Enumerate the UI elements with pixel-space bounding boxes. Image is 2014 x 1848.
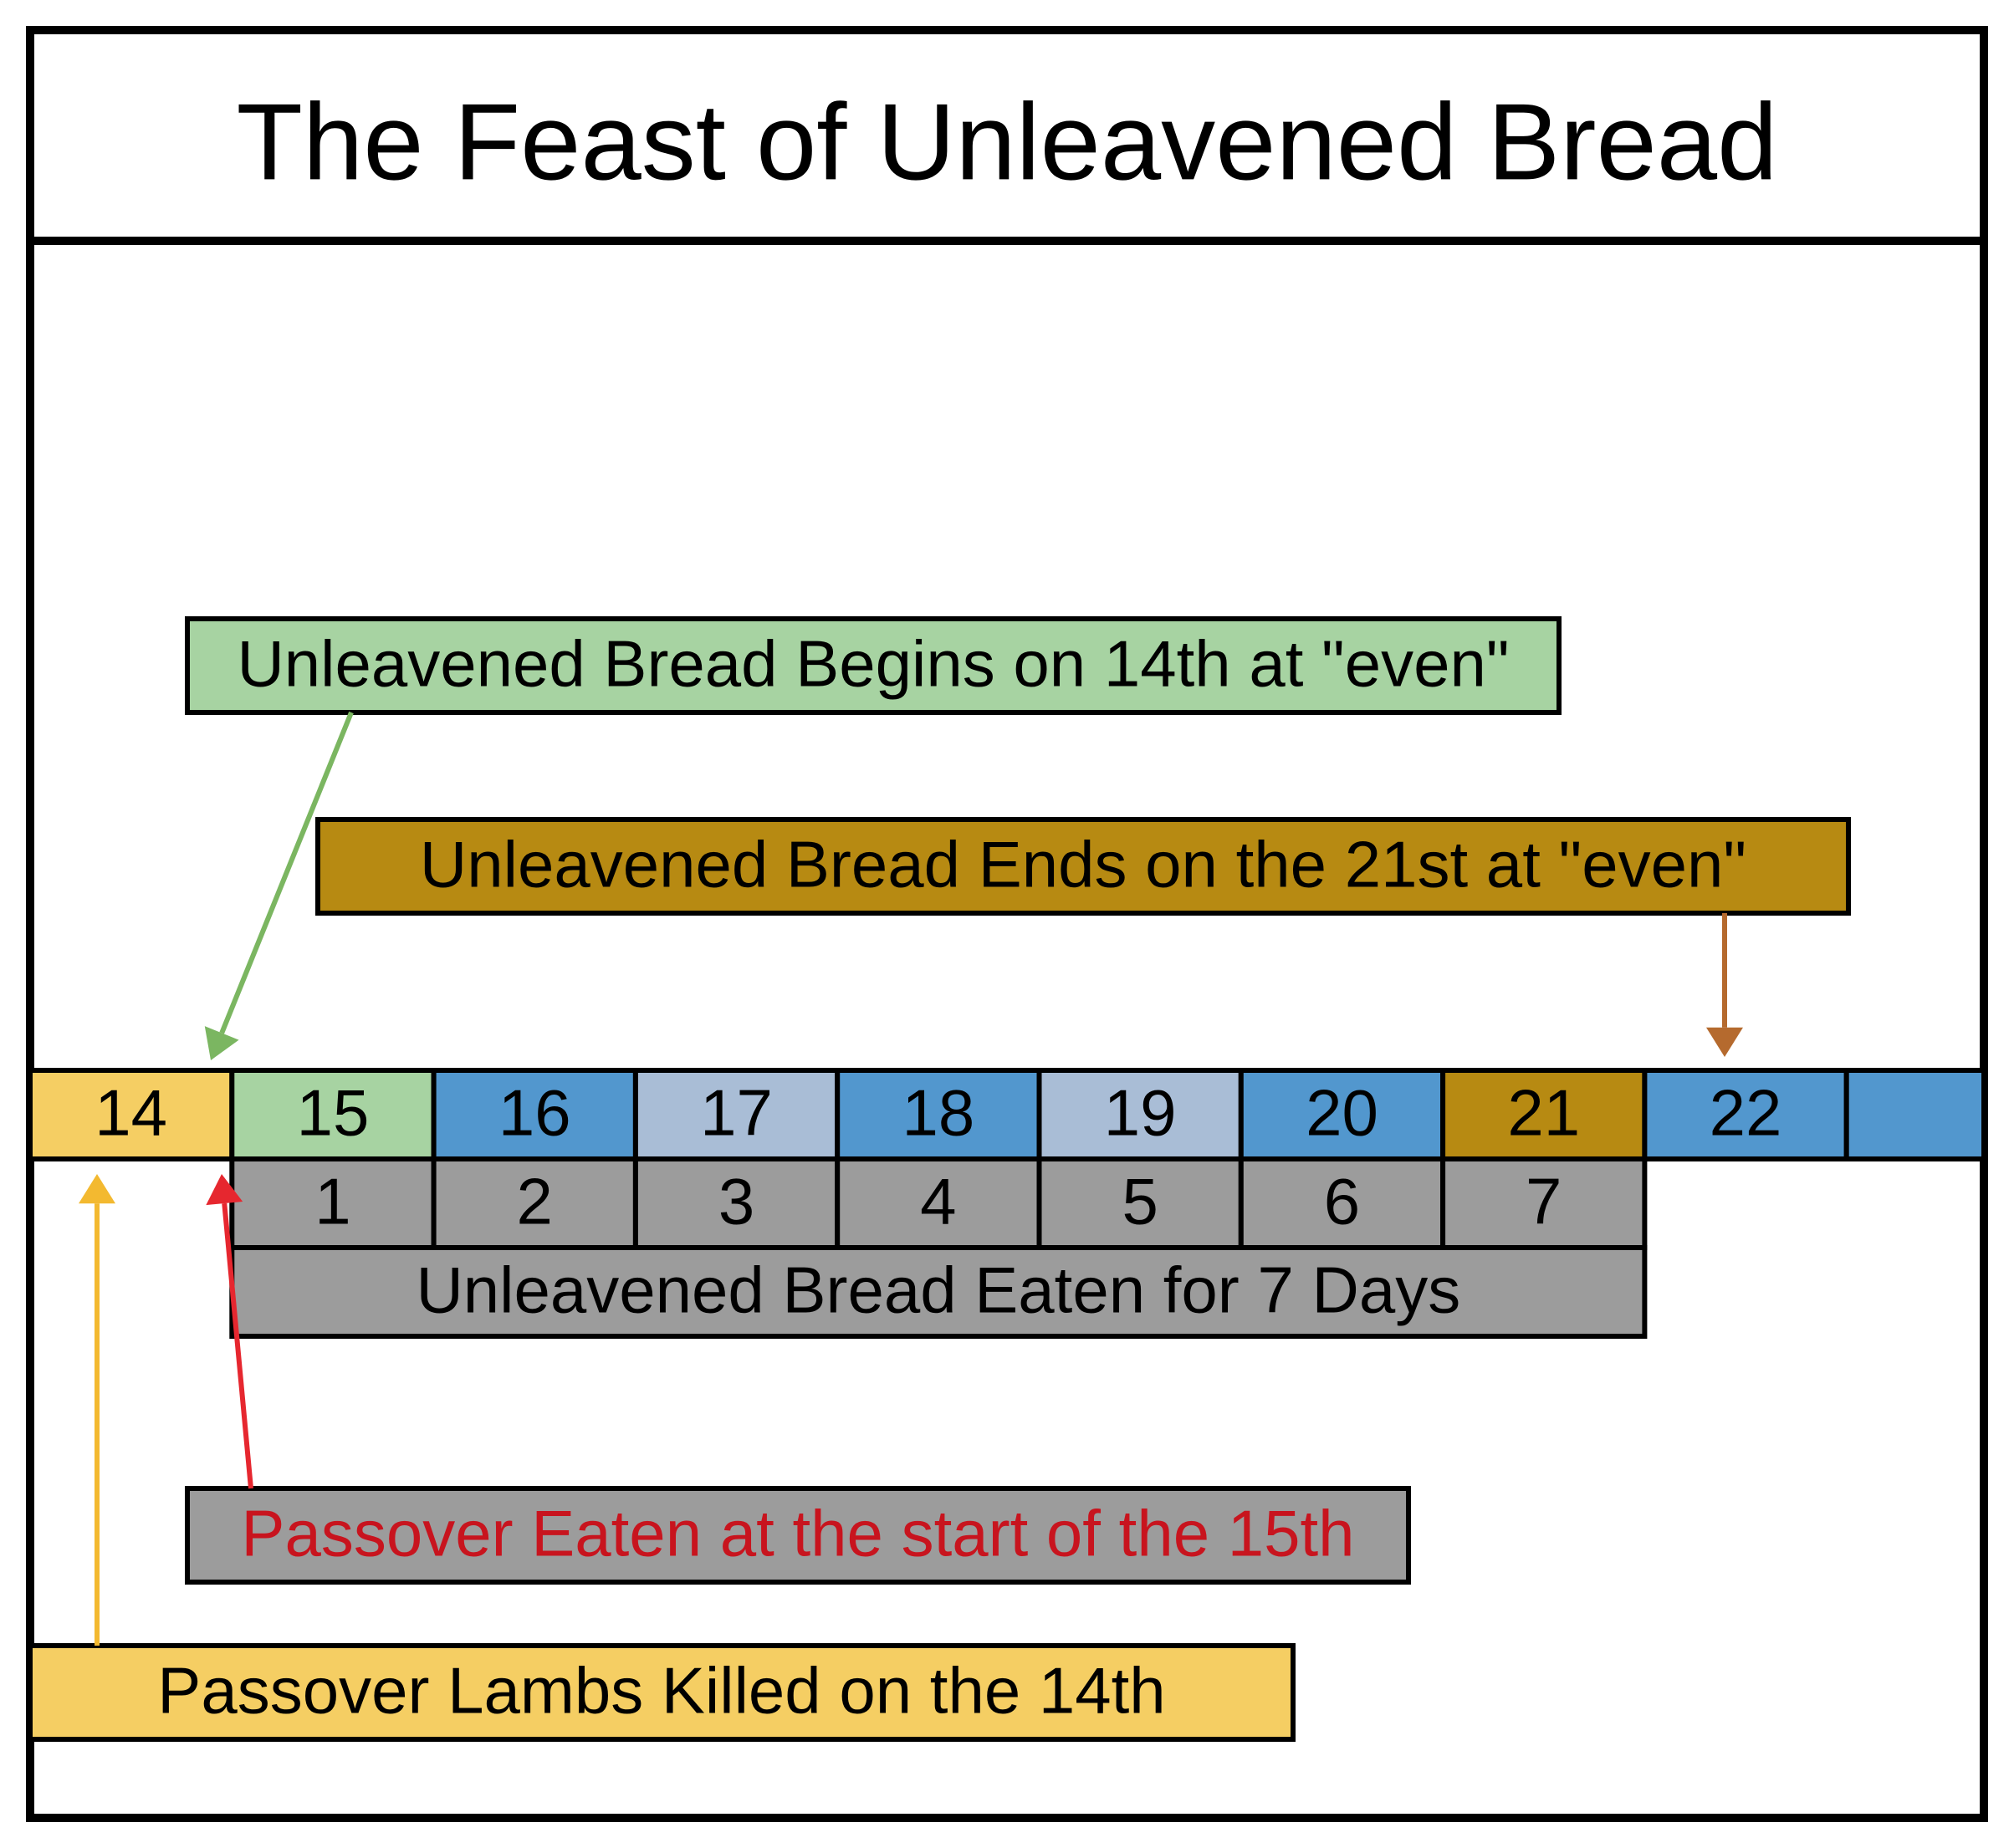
- day-cell-20-text: 20: [1306, 1076, 1378, 1150]
- count-cell-6-text: 6: [1324, 1165, 1360, 1238]
- begin-label-box-text: Unleavened Bread Begins on 14th at "even…: [237, 627, 1509, 701]
- day-cell-22-text: 22: [1710, 1076, 1782, 1150]
- day-cell-21-text: 21: [1507, 1076, 1580, 1150]
- count-cell-4-text: 4: [920, 1165, 956, 1238]
- day-cell-18-text: 18: [902, 1076, 974, 1150]
- day-cell-15-text: 15: [297, 1076, 370, 1150]
- count-cell-3-text: 3: [718, 1165, 754, 1238]
- eaten-bar-text: Unleavened Bread Eaten for 7 Days: [416, 1253, 1460, 1327]
- day-cell-14-text: 14: [95, 1076, 167, 1150]
- arrow-end: [1706, 913, 1743, 1057]
- day-cell-extra: [1847, 1070, 1984, 1159]
- diagram: The Feast of Unleavened Bread Unleavened …: [0, 0, 2014, 1848]
- count-cell-1-text: 1: [314, 1165, 350, 1238]
- end-label-box-text: Unleavened Bread Ends on the 21st at "ev…: [420, 828, 1746, 901]
- day-cell-16-text: 16: [498, 1076, 571, 1150]
- page-title: The Feast of Unleavened Bread: [237, 80, 1778, 202]
- lambs-box-text: Passover Lambs Killed on the 14th: [157, 1654, 1165, 1728]
- count-cell-2-text: 2: [517, 1165, 553, 1238]
- day-cell-19-text: 19: [1104, 1076, 1177, 1150]
- day-cell-17-text: 17: [700, 1076, 773, 1150]
- passover-eaten-box-text: Passover Eaten at the start of the 15th: [241, 1497, 1354, 1570]
- count-cell-7-text: 7: [1526, 1165, 1562, 1238]
- arrow-lambs: [79, 1174, 115, 1646]
- count-cell-5-text: 5: [1122, 1165, 1158, 1238]
